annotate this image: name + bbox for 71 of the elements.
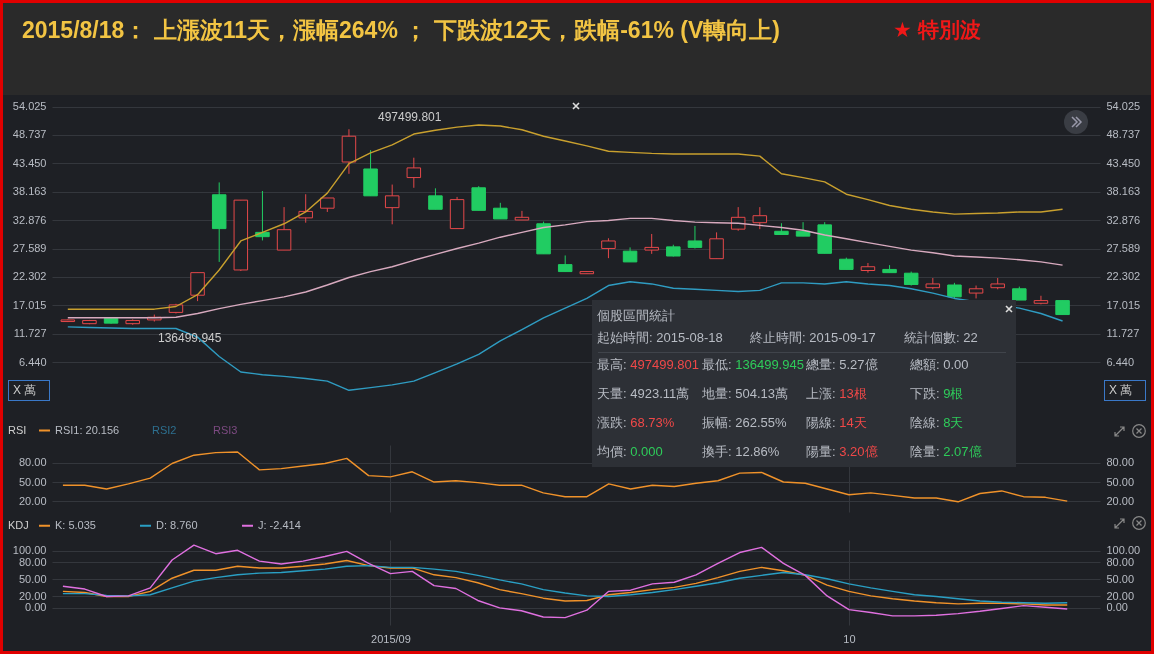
text: RSI2 bbox=[152, 424, 177, 436]
annotation: 總額: 0.00 bbox=[910, 356, 969, 374]
y-tick-label: 50.00 bbox=[18, 475, 47, 488]
annotation: 上漲: 13根 bbox=[806, 385, 867, 403]
annotation: 統計個數: 22 bbox=[904, 329, 978, 347]
annotation: 陽量: 3.20億 bbox=[806, 443, 878, 461]
y-tick-label: 20.00 bbox=[18, 494, 47, 507]
y2-tick-label: 50.00 bbox=[1106, 572, 1135, 585]
chart-title: 2015/8/18： 上漲波11天，漲幅264% ； 下跌波12天，跌幅-61% (V轉向上) bbox=[22, 16, 781, 45]
y2-tick-label: 32.876 bbox=[1106, 213, 1141, 226]
annotation: 漲跌: 68.73% bbox=[597, 414, 675, 432]
y2-tick-label: 50.00 bbox=[1106, 475, 1135, 488]
annotation: 起始時間: 2015-08-18 bbox=[597, 329, 723, 347]
annotation: 均價: 0.000 bbox=[597, 443, 663, 461]
y-tick-label: 6.440 bbox=[18, 355, 47, 368]
annotation: 個股區間統計 bbox=[597, 307, 675, 325]
x-tick-label: 10 bbox=[843, 632, 856, 645]
y2-tick-label: 43.450 bbox=[1106, 156, 1141, 169]
annotation: 陰線: 8天 bbox=[910, 414, 964, 432]
annotation: 下跌: 9根 bbox=[910, 385, 964, 403]
y2-tick-label: 100.00 bbox=[1106, 544, 1141, 557]
y-tick-label: 27.589 bbox=[12, 242, 47, 255]
y2-tick-label: 0.00 bbox=[1106, 601, 1128, 614]
text: X 萬 bbox=[1104, 380, 1146, 401]
y-tick-label: 11.727 bbox=[13, 327, 47, 340]
y-tick-label: 17.015 bbox=[12, 298, 47, 311]
annotation: 陽線: 14天 bbox=[806, 414, 867, 432]
annotation: 最高: 497499.801 bbox=[597, 356, 699, 374]
legend-label: RSI1: 20.156 bbox=[55, 423, 120, 436]
annotation: 地量: 504.13萬 bbox=[702, 385, 788, 403]
y2-tick-label: 11.727 bbox=[1106, 327, 1140, 340]
y2-tick-label: 54.025 bbox=[1106, 100, 1141, 113]
y2-tick-label: 6.440 bbox=[1106, 355, 1135, 368]
legend-label: J: -2.414 bbox=[258, 518, 301, 531]
text: X 萬 bbox=[8, 380, 50, 401]
annotation: 換手: 12.86% bbox=[702, 443, 780, 461]
chart-title: KDJ bbox=[8, 519, 29, 531]
legend-label: K: 5.035 bbox=[55, 518, 96, 531]
annotation: 總量: 5.27億 bbox=[806, 356, 878, 374]
y-tick-label: 38.163 bbox=[12, 185, 47, 198]
y2-tick-label: 22.302 bbox=[1106, 270, 1141, 283]
y-tick-label: 50.00 bbox=[18, 572, 47, 585]
text: RSI3 bbox=[213, 424, 238, 436]
annotation: 陰量: 2.07億 bbox=[910, 443, 982, 461]
y-tick-label: 48.737 bbox=[12, 128, 47, 141]
annotation: 振幅: 262.55% bbox=[702, 414, 787, 432]
y-tick-label: 20.00 bbox=[18, 589, 47, 602]
y2-tick-label: 20.00 bbox=[1106, 589, 1135, 602]
y2-tick-label: 17.015 bbox=[1106, 298, 1141, 311]
y-tick-label: 0.00 bbox=[25, 601, 47, 614]
y-tick-label: 22.302 bbox=[12, 270, 47, 283]
y-tick-label: 100.00 bbox=[12, 544, 47, 557]
y2-tick-label: 20.00 bbox=[1106, 494, 1135, 507]
y2-tick-label: 38.163 bbox=[1106, 185, 1141, 198]
y2-tick-label: 80.00 bbox=[1106, 456, 1135, 469]
y-tick-label: 80.00 bbox=[18, 456, 47, 469]
text: ★ 特別波 bbox=[893, 17, 981, 43]
annotation: 終止時間: 2015-09-17 bbox=[750, 329, 876, 347]
annotation: 天量: 4923.11萬 bbox=[597, 385, 690, 403]
annotation: 497499.801 bbox=[378, 110, 442, 124]
chart-title: RSI bbox=[8, 424, 27, 436]
y-tick-label: 54.025 bbox=[12, 100, 47, 113]
y-tick-label: 43.450 bbox=[12, 156, 47, 169]
y2-tick-label: 80.00 bbox=[1106, 555, 1135, 568]
x-tick-label: 2015/09 bbox=[371, 632, 411, 645]
y-tick-label: 80.00 bbox=[18, 555, 47, 568]
annotation: 最低: 136499.945 bbox=[702, 356, 804, 374]
y-tick-label: 32.876 bbox=[12, 213, 47, 226]
y2-tick-label: 27.589 bbox=[1106, 242, 1141, 255]
y2-tick-label: 48.737 bbox=[1106, 128, 1141, 141]
legend-label: D: 8.760 bbox=[156, 518, 198, 531]
